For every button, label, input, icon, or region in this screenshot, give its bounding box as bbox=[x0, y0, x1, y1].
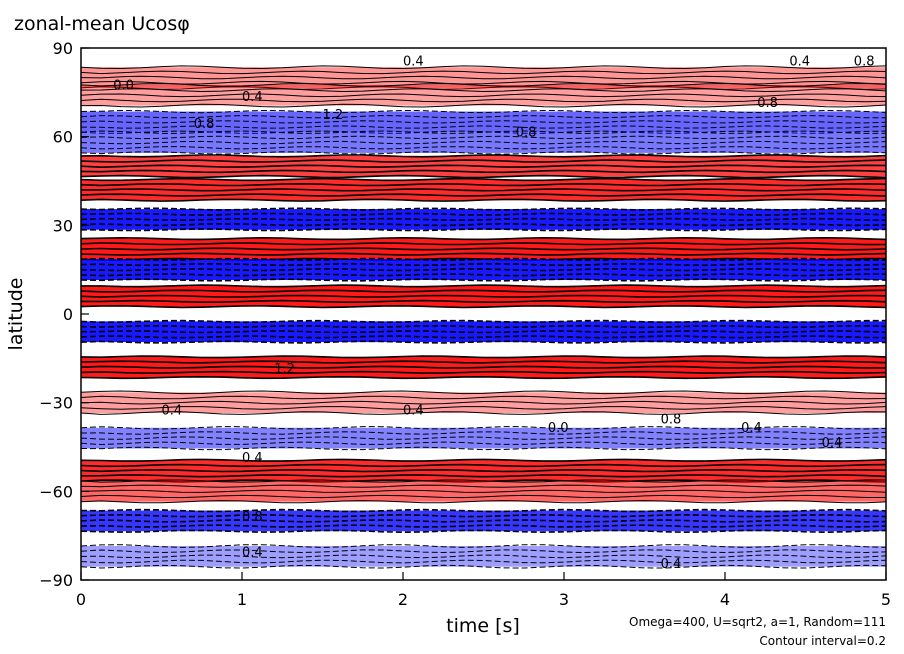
contour-value-label: 0.4 bbox=[741, 421, 762, 436]
chart-title: zonal-mean Ucosφ bbox=[14, 13, 190, 35]
y-tick-label: −30 bbox=[39, 394, 73, 413]
x-tick-label: 1 bbox=[237, 590, 247, 609]
contour-band bbox=[81, 390, 886, 415]
contour-value-label: 0.8 bbox=[661, 412, 682, 427]
contour-band bbox=[81, 479, 886, 504]
contour-value-label: 0.4 bbox=[242, 545, 263, 560]
x-tick-label: 5 bbox=[881, 590, 891, 609]
contour-band bbox=[81, 426, 886, 451]
contour-band bbox=[81, 544, 886, 569]
y-tick-label: 0 bbox=[63, 305, 73, 324]
contour-value-label: 0.8 bbox=[194, 117, 215, 132]
contour-value-label: 0.4 bbox=[403, 403, 424, 418]
contour-value-label: 0.4 bbox=[162, 403, 183, 418]
contour-band bbox=[81, 236, 886, 261]
contour-band bbox=[81, 109, 886, 134]
y-axis-label: latitude bbox=[5, 278, 27, 351]
x-tick-label: 2 bbox=[398, 590, 408, 609]
x-axis: 0 1 2 3 4 5 bbox=[76, 572, 891, 609]
contour-value-label: 1.2 bbox=[323, 108, 344, 123]
contour-band bbox=[81, 458, 886, 483]
x-tick-label: 4 bbox=[720, 590, 730, 609]
x-axis-label: time [s] bbox=[446, 615, 520, 637]
contour-band bbox=[81, 355, 886, 380]
contour-value-label: 0.8 bbox=[516, 126, 537, 141]
contour-band bbox=[81, 257, 886, 282]
contour-band bbox=[81, 83, 886, 108]
contour-interval-note: Contour interval=0.2 bbox=[759, 634, 886, 648]
contour-value-label: 1.2 bbox=[274, 362, 295, 377]
contour-band bbox=[81, 319, 886, 344]
x-tick-label: 3 bbox=[559, 590, 569, 609]
contour-value-label: 0.4 bbox=[242, 451, 263, 466]
contour-band bbox=[81, 207, 886, 232]
contour-value-label: 0.0 bbox=[548, 421, 569, 436]
y-tick-label: 90 bbox=[53, 39, 73, 58]
contour-band bbox=[81, 65, 886, 90]
contour-band bbox=[81, 177, 886, 202]
contour-band bbox=[81, 508, 886, 534]
y-axis: 90 60 30 0 −30 −60 −90 bbox=[39, 39, 89, 590]
contour-value-label: 0.8 bbox=[854, 55, 875, 70]
contour-band bbox=[81, 154, 886, 179]
contour-band bbox=[81, 284, 886, 309]
contour-value-label: 0.0 bbox=[113, 78, 134, 93]
contour-value-label: 0.4 bbox=[661, 557, 682, 572]
y-tick-label: −60 bbox=[39, 482, 73, 501]
contour-value-label: 0.8 bbox=[757, 96, 778, 111]
contour-value-label: 0.8 bbox=[242, 510, 263, 525]
contour-value-label: 0.4 bbox=[242, 90, 263, 105]
y-tick-label: −90 bbox=[39, 571, 73, 590]
x-tick-label: 0 bbox=[76, 590, 86, 609]
plot-area: 0.0 0.4 0.4 0.8 1.2 0.8 0.8 0.4 0.8 0.4 1.2 0.4 0.0 0… bbox=[81, 55, 886, 572]
y-tick-label: 60 bbox=[53, 128, 73, 147]
run-parameters-note: Omega=400, U=sqrt2, a=1, Random=111 bbox=[629, 615, 886, 629]
contour-value-label: 0.4 bbox=[789, 55, 810, 70]
contour-value-label: 0.4 bbox=[403, 55, 424, 70]
y-tick-label: 30 bbox=[53, 216, 73, 235]
contour-band bbox=[81, 130, 886, 155]
contour-value-label: 0.4 bbox=[822, 436, 843, 451]
